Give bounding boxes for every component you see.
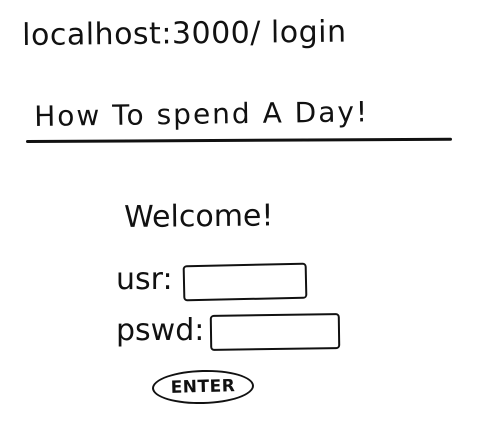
password-input[interactable] [210,313,341,351]
password-row: pswd: [116,310,341,351]
password-label: pswd: [116,312,205,348]
url-bar[interactable]: localhost:3000/ login [22,14,347,53]
header-divider [25,137,453,143]
enter-button[interactable]: ENTER [151,368,255,406]
welcome-heading: Welcome! [124,198,274,235]
site-title: How To spend A Day! [34,95,370,133]
username-row: usr: [116,258,307,302]
username-input[interactable] [182,262,307,302]
username-label: usr: [116,261,173,297]
